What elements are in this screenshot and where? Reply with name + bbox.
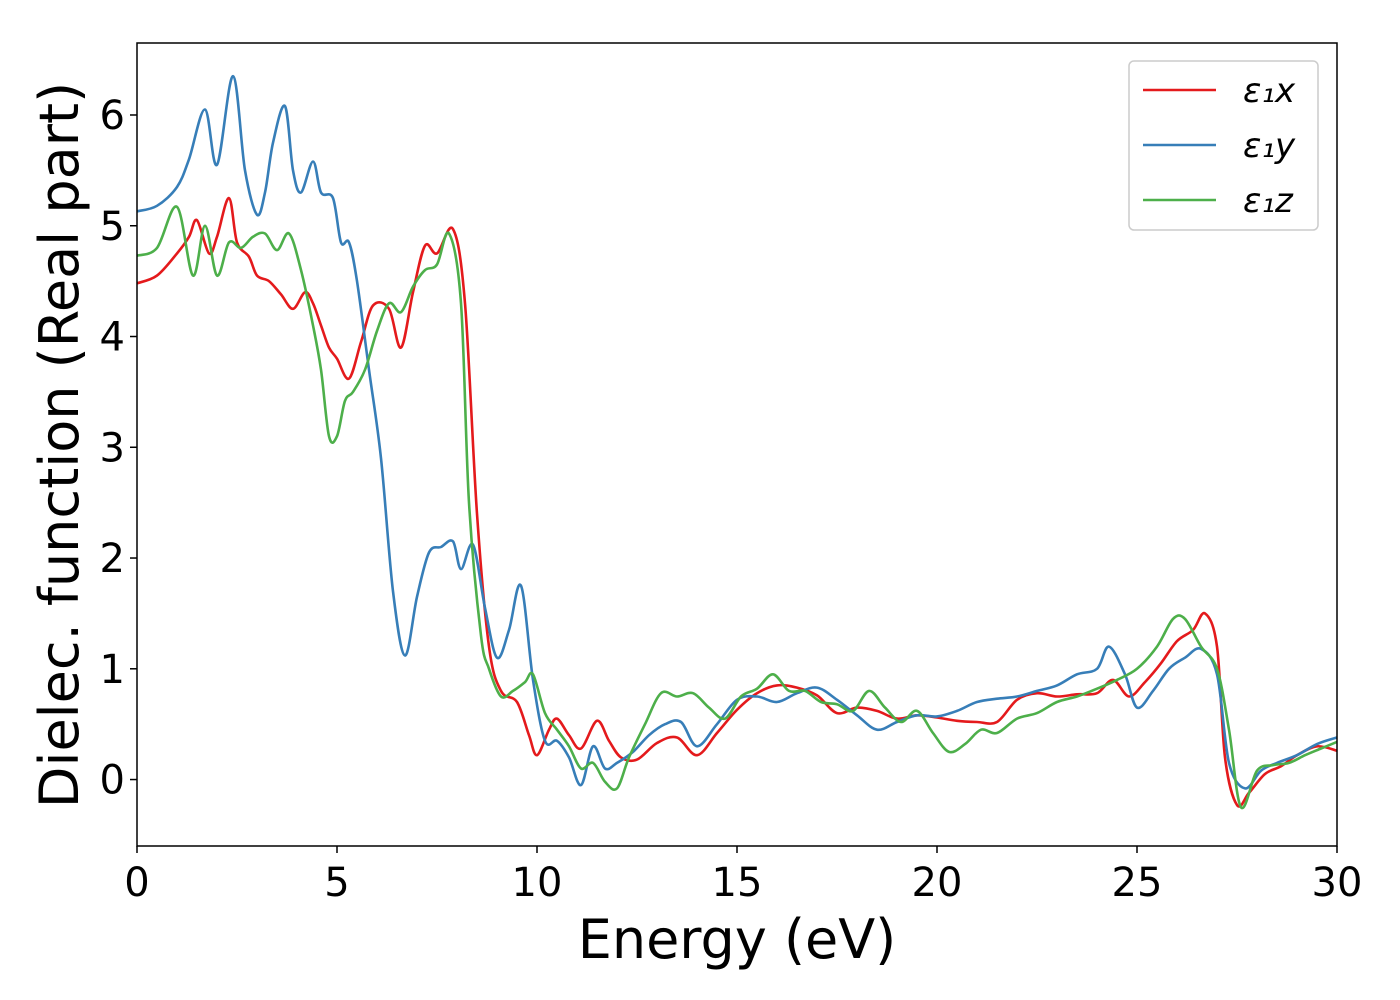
x-tick-label: 25 bbox=[1112, 860, 1163, 906]
y-tick-label: 1 bbox=[100, 647, 125, 693]
legend: ε₁x ε₁y ε₁z bbox=[1128, 60, 1319, 231]
legend-label-2: ε₁y bbox=[1243, 126, 1296, 166]
y-tick-label: 6 bbox=[100, 93, 125, 139]
x-axis-title: Energy (eV) bbox=[578, 908, 897, 971]
series-line-3 bbox=[137, 205, 1337, 810]
legend-frame bbox=[1128, 60, 1319, 231]
y-tick-label: 5 bbox=[100, 204, 125, 250]
legend-label-1: ε₁x bbox=[1243, 71, 1296, 111]
x-tick-label: 10 bbox=[512, 860, 563, 906]
y-tick-label: 4 bbox=[100, 315, 125, 361]
x-tick-label: 30 bbox=[1312, 860, 1363, 906]
series-line-2 bbox=[137, 74, 1337, 790]
x-axis-ticks: 0 5 10 15 20 25 30 bbox=[124, 846, 1362, 906]
y-tick-label: 0 bbox=[100, 758, 125, 804]
x-tick-label: 5 bbox=[324, 860, 349, 906]
series-layer bbox=[137, 74, 1337, 810]
x-tick-label: 20 bbox=[912, 860, 963, 906]
legend-label-3: ε₁z bbox=[1243, 181, 1294, 221]
y-axis-title: Dielec. function (Real part) bbox=[28, 82, 91, 808]
y-axis-ticks: 0 1 2 3 4 5 6 bbox=[100, 93, 137, 804]
series-line-1 bbox=[137, 196, 1337, 808]
y-tick-label: 2 bbox=[100, 536, 125, 582]
x-tick-label: 0 bbox=[124, 860, 149, 906]
y-tick-label: 3 bbox=[100, 425, 125, 471]
x-tick-label: 15 bbox=[712, 860, 763, 906]
